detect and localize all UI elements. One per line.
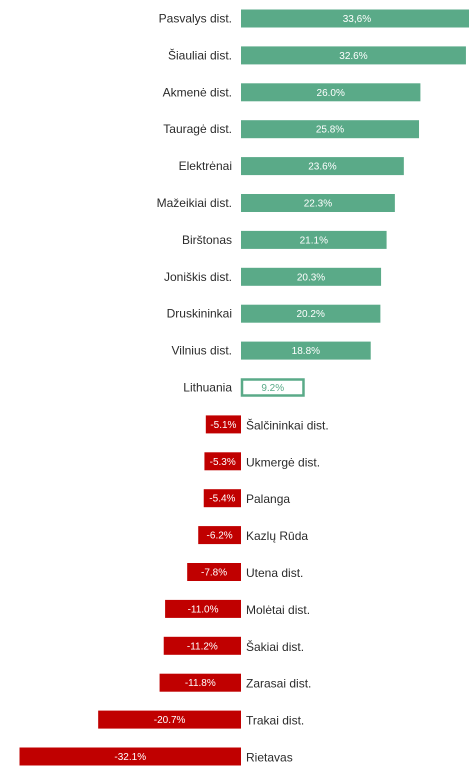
value-label: -11.0% <box>188 604 219 615</box>
bar-group: 9.2% Lithuania <box>183 378 305 397</box>
bar-group: 25.8% Tauragė dist. <box>163 120 420 139</box>
bar <box>241 9 469 28</box>
category-label: Ukmergė dist. <box>246 455 320 469</box>
bar <box>159 673 241 692</box>
bar <box>241 341 371 360</box>
bar <box>205 415 241 434</box>
bar-group: -11.8% Zarasai dist. <box>159 673 311 692</box>
value-label: 22.3% <box>304 199 332 210</box>
bar <box>204 452 241 471</box>
bar-group: 23.6% Elektrėnai <box>179 157 404 176</box>
value-label: -32.1% <box>114 752 146 763</box>
category-label: Utena dist. <box>246 566 303 580</box>
bar-group: -5.3% Ukmergė dist. <box>204 452 320 471</box>
category-label: Šalčininkai dist. <box>246 417 329 432</box>
category-label: Tauragė dist. <box>163 122 232 136</box>
value-label: 33,6% <box>343 14 371 25</box>
value-label: 20.3% <box>297 272 325 283</box>
bar-group: 22.3% Mažeikiai dist. <box>157 194 395 212</box>
value-label: -11.2% <box>187 641 218 652</box>
bar <box>98 710 241 729</box>
bar <box>19 747 242 766</box>
bar <box>241 120 420 139</box>
value-label: 32.6% <box>339 51 367 62</box>
category-label: Rietavas <box>246 751 293 765</box>
category-label: Šiauliai dist. <box>168 47 232 62</box>
value-label: -5.4% <box>209 494 235 505</box>
bar <box>241 230 387 249</box>
bar-group: 20.3% Joniškis dist. <box>164 267 382 286</box>
category-label: Šakiai dist. <box>246 639 304 654</box>
bar-group: 26.0% Akmenė dist. <box>163 83 421 102</box>
value-label: -5.1% <box>210 420 236 431</box>
bar <box>187 563 241 581</box>
category-label: Pasvalys dist. <box>159 12 232 26</box>
category-label: Birštonas <box>182 233 232 247</box>
value-label: 21.1% <box>300 235 328 246</box>
bar <box>240 378 305 397</box>
bar <box>241 157 404 176</box>
bar-group: 33,6% Pasvalys dist. <box>159 9 469 28</box>
bar <box>241 194 395 212</box>
value-label: -7.8% <box>201 568 227 579</box>
bar-group: -7.8% Utena dist. <box>187 563 303 581</box>
value-label: 18.8% <box>292 346 320 357</box>
bar-group: -11.0% Molėtai dist. <box>165 599 310 618</box>
value-label: 26.0% <box>317 88 345 99</box>
category-label: Mažeikiai dist. <box>157 196 232 210</box>
bar <box>241 267 382 286</box>
value-label: -20.7% <box>154 715 186 726</box>
category-label: Molėtai dist. <box>246 603 310 617</box>
value-label: 25.8% <box>316 125 344 136</box>
bar-group: 20.2% Druskininkai <box>167 304 381 323</box>
value-label: 20.2% <box>297 309 325 320</box>
bar-group: -32.1% Rietavas <box>19 747 293 766</box>
category-label: Vilnius dist. <box>172 344 232 358</box>
bar <box>165 599 241 618</box>
bar-group: 18.8% Vilnius dist. <box>172 341 371 360</box>
value-label: 9.2% <box>261 383 284 394</box>
category-label: Trakai dist. <box>246 714 304 728</box>
value-label: -5.3% <box>210 457 236 468</box>
bar <box>163 636 241 655</box>
bar <box>241 46 466 65</box>
bar <box>241 304 381 323</box>
category-label: Druskininkai <box>167 307 232 321</box>
value-label: -11.8% <box>185 678 216 689</box>
category-label: Zarasai dist. <box>246 677 311 691</box>
category-label: Kazlų Rūda <box>246 529 308 543</box>
bar-group: -20.7% Trakai dist. <box>98 710 304 729</box>
bar <box>198 526 241 545</box>
value-label: 23.6% <box>308 162 336 173</box>
bar-group: -5.1% Šalčininkai dist. <box>205 415 329 434</box>
bar-group: -11.2% Šakiai dist. <box>163 636 304 655</box>
bar-group: -5.4% Palanga <box>203 489 290 508</box>
value-label: -6.2% <box>207 531 233 542</box>
category-label: Elektrėnai <box>179 159 232 173</box>
category-label: Lithuania <box>183 381 232 395</box>
category-label: Joniškis dist. <box>164 270 232 284</box>
bar-group: -6.2% Kazlų Rūda <box>198 526 308 545</box>
bar <box>241 83 421 102</box>
bar-group: 21.1% Birštonas <box>182 230 387 249</box>
bar-group: 32.6% Šiauliai dist. <box>168 46 466 65</box>
bar <box>203 489 241 508</box>
category-label: Palanga <box>246 492 290 506</box>
category-label: Akmenė dist. <box>163 85 232 99</box>
